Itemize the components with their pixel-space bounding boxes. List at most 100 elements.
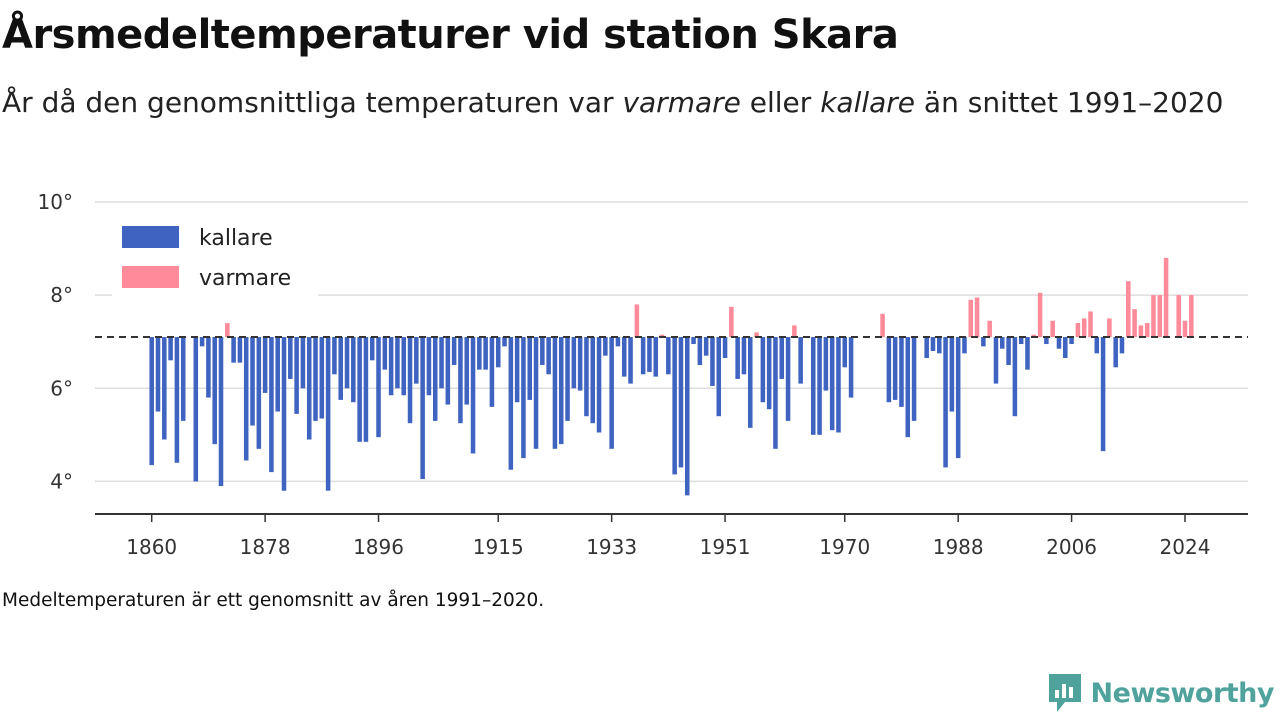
bar-cold [886, 337, 892, 403]
bar-cold [477, 337, 482, 370]
bar-cold [577, 337, 583, 391]
bar-cold [212, 337, 217, 445]
subtitle-part1: År då den genomsnittliga temperaturen va… [2, 86, 623, 119]
bar-cold [275, 337, 280, 412]
bar-cold [269, 337, 274, 473]
bar-warm [880, 313, 885, 338]
x-tick-label: 1860 [126, 535, 177, 559]
chart-title: Årsmedeltemperaturer vid station Skara [2, 12, 899, 58]
bar-cold [193, 337, 199, 482]
legend-label-warm: varmare [199, 266, 291, 291]
bar-cold [439, 337, 444, 389]
y-tick-label: 10° [38, 190, 73, 214]
x-tick-label: 1988 [933, 535, 984, 559]
bar-cold [489, 337, 495, 407]
bar-cold [924, 337, 929, 358]
subtitle-part2: eller [740, 86, 821, 119]
x-tick-label: 1896 [353, 535, 404, 559]
y-tick-label: 4° [50, 469, 73, 493]
bar-cold [785, 337, 791, 421]
bar-cold [962, 337, 967, 354]
bar-cold [306, 337, 312, 440]
x-tick-label: 2024 [1160, 535, 1211, 559]
bar-cold [432, 337, 438, 421]
bar-cold [842, 337, 848, 368]
bar-cold [672, 337, 677, 475]
bar-cold [981, 337, 986, 347]
bar-cold [773, 337, 778, 449]
bar-cold [162, 337, 167, 440]
bar-cold [615, 337, 621, 347]
bar-cold [451, 337, 457, 365]
bar-cold [949, 337, 955, 412]
bar-warm [987, 320, 992, 338]
bar-cold [1056, 337, 1062, 349]
bar-cold [262, 337, 268, 393]
bar-cold [603, 337, 608, 356]
subtitle-warm-word: varmare [622, 86, 741, 119]
bar-warm [1075, 323, 1081, 338]
bar-cold [344, 337, 350, 389]
bar-cold [464, 337, 470, 405]
bar-cold [760, 337, 766, 403]
bar-cold [829, 337, 835, 431]
bar-cold [552, 337, 558, 449]
bar-warm [729, 306, 734, 338]
bar-cold [382, 337, 388, 370]
bar-cold [621, 337, 627, 377]
bar-cold [1000, 337, 1005, 349]
bar-warm [974, 297, 980, 338]
bar-cold [483, 337, 488, 370]
bar-cold [546, 337, 551, 375]
bar-cold [1100, 337, 1106, 452]
bar-cold [388, 337, 394, 396]
bar-cold [206, 337, 211, 398]
subtitle-part3: än snittet 1991–2020 [915, 86, 1224, 119]
bar-cold [678, 337, 684, 468]
bar-cold [237, 337, 243, 363]
bar-cold [250, 337, 255, 426]
bar-cold [332, 337, 337, 375]
bar-warm [1050, 320, 1055, 338]
bar-warm [1144, 323, 1150, 338]
bar-cold [911, 337, 917, 421]
bar-cold [1018, 337, 1024, 345]
newsworthy-brand[interactable]: Newsworthy [1047, 672, 1275, 714]
bar-cold [514, 337, 520, 403]
bar-cold [647, 337, 652, 372]
bar-cold [722, 337, 728, 358]
bar-warm [1037, 292, 1043, 338]
bar-cold [376, 337, 381, 438]
bar-cold [319, 337, 325, 419]
bar-cold [313, 337, 318, 421]
bar-cold [1063, 337, 1068, 358]
bar-cold [993, 337, 999, 384]
bar-cold [445, 337, 451, 405]
bar-cold [590, 337, 596, 424]
bar-cold [1119, 337, 1125, 354]
bar-cold [426, 337, 432, 396]
bar-cold [747, 337, 753, 428]
bar-cold [810, 337, 816, 435]
bar-cold [540, 337, 545, 365]
bar-warm [1157, 295, 1163, 338]
legend-label-cold: kallare [199, 226, 273, 251]
bar-cold [351, 337, 356, 403]
bar-warm [1138, 325, 1144, 338]
bar-warm [1151, 295, 1156, 338]
bar-cold [363, 337, 369, 442]
bar-cold [703, 337, 709, 356]
bar-warm [1031, 334, 1037, 338]
bar-warm [1088, 311, 1093, 338]
bar-cold [1044, 337, 1049, 345]
bar-cold [401, 337, 406, 396]
bar-cold [281, 337, 287, 491]
bar-cold [369, 337, 375, 361]
subtitle-cold-word: kallare [820, 86, 916, 119]
bar-cold [710, 337, 715, 386]
brand-name: Newsworthy [1090, 677, 1275, 709]
bar-cold [905, 337, 911, 438]
bar-cold [823, 337, 829, 391]
bar-warm [968, 299, 974, 338]
bar-cold [766, 337, 772, 410]
